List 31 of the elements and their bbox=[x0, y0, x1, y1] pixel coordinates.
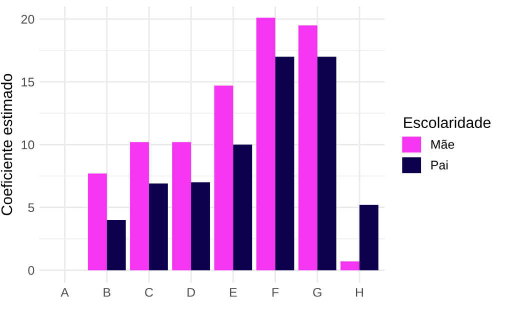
x-tick-label: A bbox=[60, 288, 69, 297]
y-axis-title: Coeficiente estimado bbox=[0, 74, 12, 216]
bar bbox=[298, 25, 318, 270]
bar bbox=[88, 174, 107, 270]
x-tick-label: E bbox=[230, 288, 237, 297]
x-tick-label: B bbox=[104, 288, 110, 297]
x-tick-label: D bbox=[188, 288, 195, 297]
legend-title: Escolaridade bbox=[404, 116, 491, 128]
bar bbox=[172, 142, 192, 270]
bar bbox=[191, 182, 210, 270]
y-tick-label: 0 bbox=[28, 266, 34, 275]
y-tick-label: 5 bbox=[28, 203, 34, 212]
bar bbox=[233, 144, 252, 270]
bar bbox=[340, 261, 360, 270]
bar bbox=[256, 18, 276, 270]
y-tick-label: 20 bbox=[21, 14, 34, 24]
x-tick-label: F bbox=[272, 288, 279, 297]
bar bbox=[317, 56, 336, 270]
bar bbox=[214, 86, 234, 270]
x-tick-label: C bbox=[145, 288, 154, 297]
legend-label: Pai bbox=[431, 160, 448, 170]
bar bbox=[275, 56, 294, 270]
y-tick-label: 10 bbox=[22, 140, 34, 150]
y-tick-label: 15 bbox=[22, 78, 34, 86]
x-tick-label: G bbox=[313, 288, 322, 297]
x-tick-label: H bbox=[356, 288, 363, 297]
legend-label: Mãe bbox=[431, 140, 454, 149]
bar bbox=[359, 204, 378, 270]
bar bbox=[148, 184, 168, 270]
bar bbox=[106, 220, 126, 270]
bar bbox=[130, 142, 149, 270]
